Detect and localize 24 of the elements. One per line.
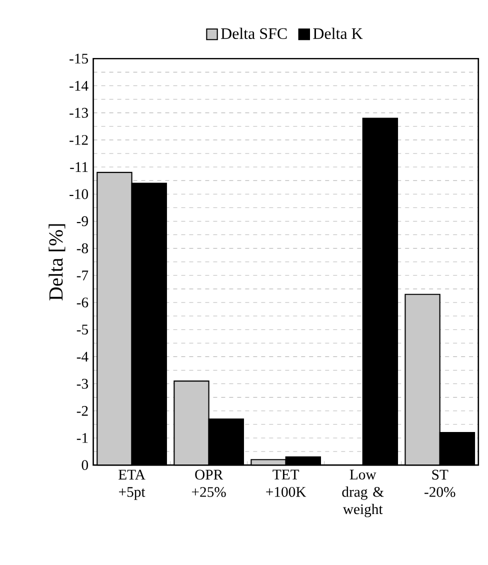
- x-tick-label: ST -20%: [424, 470, 456, 497]
- x-tick-label: ETA +5pt: [118, 470, 146, 500]
- y-tick-label: -12: [70, 135, 88, 145]
- y-tick-label: -15: [70, 54, 88, 64]
- y-tick-label: -8: [77, 243, 88, 254]
- y-tick-label: -3: [77, 378, 88, 389]
- y-tick-label: -11: [70, 162, 88, 172]
- y-tick-label: -14: [70, 80, 88, 91]
- y-tick-label: -6: [77, 298, 88, 308]
- y-tick-label: -4: [77, 352, 88, 362]
- y-tick-label: -2: [77, 406, 88, 416]
- y-tick-label: -9: [77, 216, 88, 226]
- y-tick-label: -7: [77, 270, 88, 280]
- y-tick-label: -1: [77, 433, 88, 443]
- y-axis-title: Delta [%]: [48, 224, 66, 300]
- legend-label: Delta K: [313, 28, 363, 39]
- y-tick-label: -10: [70, 189, 88, 200]
- legend-label: Delta SFC: [221, 28, 287, 39]
- x-tick-label: OPR +25%: [192, 470, 226, 497]
- y-tick-label: 0: [82, 460, 88, 470]
- y-tick-label: -13: [70, 108, 88, 118]
- x-tick-label: TET +100K: [266, 470, 306, 497]
- x-tick-label: Low drag & weight: [342, 470, 384, 518]
- y-tick-label: -5: [77, 324, 88, 334]
